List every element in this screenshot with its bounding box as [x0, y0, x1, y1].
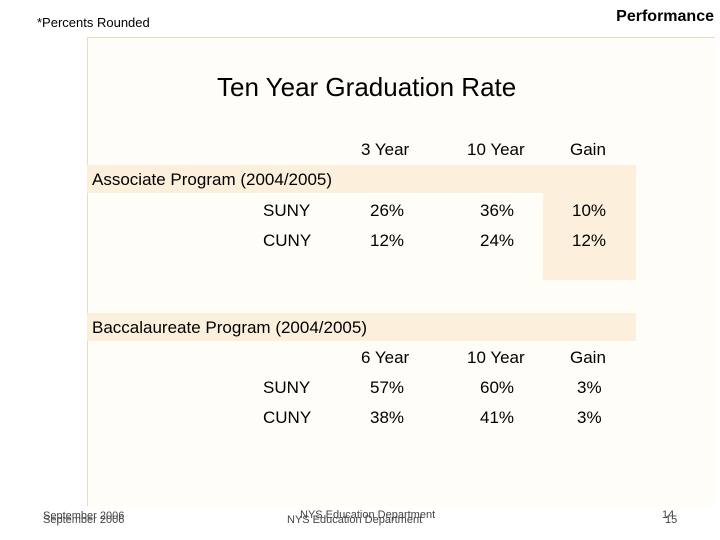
bacc-row-suny-c1: 57% — [370, 378, 405, 397]
assoc-row-suny-c2: 36% — [480, 201, 515, 220]
bacc-row-cuny-name: CUNY — [263, 408, 312, 427]
assoc-col-header-3: Gain — [570, 140, 606, 159]
bacc-row-cuny-c1: 38% — [370, 408, 405, 427]
baccalaureate-program-label: Baccalaureate Program (2004/2005) — [92, 318, 367, 337]
section-title: Performance — [616, 8, 714, 25]
bacc-col-header-2: 10 Year — [467, 348, 525, 367]
bacc-col-header-1: 6 Year — [361, 348, 410, 367]
assoc-row-suny-name: SUNY — [263, 201, 311, 220]
assoc-row-cuny-c2: 24% — [480, 231, 515, 250]
assoc-row-cuny-c1: 12% — [370, 231, 405, 250]
assoc-col-header-2: 10 Year — [467, 140, 525, 159]
assoc-col-header-1: 3 Year — [361, 140, 410, 159]
bacc-col-header-3: Gain — [570, 348, 606, 367]
assoc-row-cuny-c3: 12% — [572, 231, 607, 250]
footer-page-number: 14 — [662, 509, 675, 521]
footer-page-number-overlap: 15 — [665, 514, 678, 526]
associate-gain-band — [543, 193, 636, 280]
associate-band — [87, 165, 636, 193]
bacc-row-suny-c2: 60% — [480, 378, 515, 397]
bacc-row-cuny-c2: 41% — [480, 408, 515, 427]
baccalaureate-band — [87, 313, 636, 341]
associate-program-label: Associate Program (2004/2005) — [92, 170, 333, 189]
assoc-row-suny-c3: 10% — [572, 201, 607, 220]
bacc-row-cuny-c3: 3% — [577, 408, 602, 427]
page-title: Ten Year Graduation Rate — [217, 72, 517, 102]
footer-org: NYS Education Department — [300, 509, 436, 521]
footer-org-overlap: NYS Education Department — [287, 514, 423, 526]
bacc-row-suny-c3: 3% — [577, 378, 602, 397]
assoc-row-suny-c1: 26% — [370, 201, 405, 220]
footer-date: September 2006 — [43, 510, 125, 522]
bacc-row-suny-name: SUNY — [263, 378, 311, 397]
percents-rounded-note: *Percents Rounded — [37, 15, 150, 30]
assoc-row-cuny-name: CUNY — [263, 231, 312, 250]
footer-date-overlap: September 2006 — [43, 514, 125, 526]
